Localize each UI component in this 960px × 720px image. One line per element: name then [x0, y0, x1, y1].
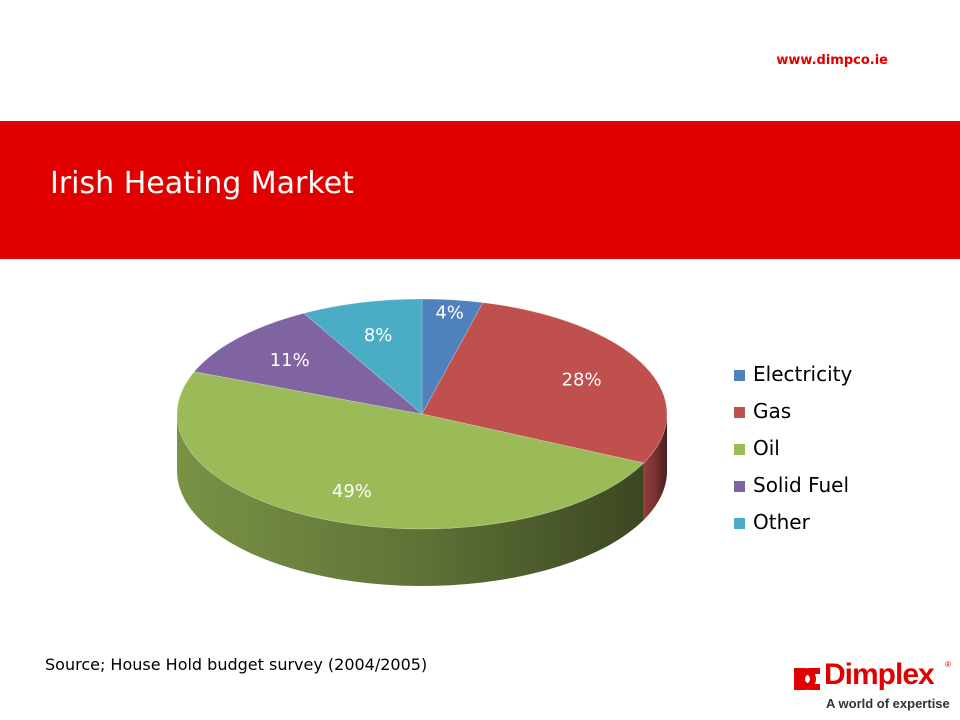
- legend-label: Solid Fuel: [753, 473, 850, 497]
- pie-side-oil: [177, 414, 644, 586]
- dimplex-logo: Dimplex ® A world of expertise: [790, 658, 960, 715]
- pie-slice-gas: [421, 302, 668, 464]
- logo-wordmark: Dimplex: [824, 658, 935, 691]
- legend-label: Other: [753, 510, 810, 534]
- legend-swatch: [734, 444, 745, 455]
- data-label: 49%: [332, 481, 372, 502]
- data-label: 8%: [364, 325, 393, 346]
- legend-label: Oil: [753, 436, 780, 460]
- legend-label: Gas: [753, 399, 792, 423]
- legend-swatch: [734, 481, 745, 492]
- legend-label: Electricity: [753, 362, 853, 386]
- data-label: 11%: [270, 350, 310, 371]
- legend-swatch: [734, 407, 745, 418]
- legend-swatch: [734, 518, 745, 529]
- pie-chart: 4% 28% 49% 11% 8%: [176, 298, 668, 586]
- pie-slice-other: [303, 298, 423, 415]
- pie-slice-solid-fuel: [193, 312, 424, 415]
- pie-slice-oil: [176, 371, 645, 530]
- dimplex-mark-icon: [794, 668, 820, 690]
- legend-swatch: [734, 370, 745, 381]
- page-title: Irish Heating Market: [50, 166, 354, 201]
- pie-slice-electricity: [421, 298, 484, 415]
- data-label: 4%: [435, 302, 464, 323]
- pie-side-gas: [643, 414, 667, 520]
- data-label: 28%: [562, 370, 602, 391]
- logo-tagline: A world of expertise: [826, 696, 950, 711]
- title-banner: Irish Heating Market: [0, 121, 960, 259]
- website-url[interactable]: www.dimpco.ie: [776, 53, 888, 68]
- registered-mark: ®: [945, 660, 951, 669]
- source-note: Source; House Hold budget survey (2004/2…: [45, 655, 428, 674]
